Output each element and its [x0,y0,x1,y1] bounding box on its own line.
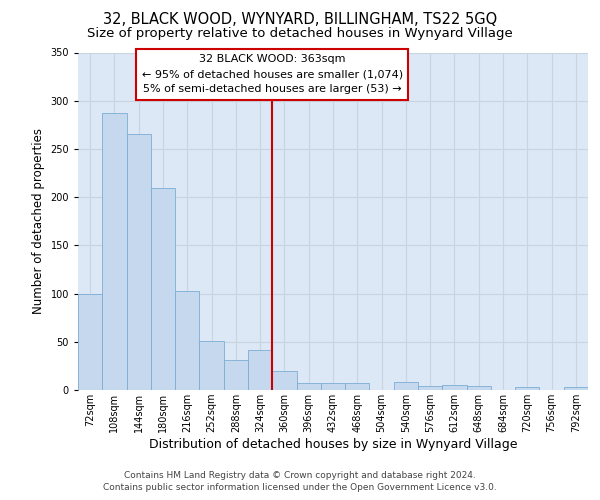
Text: Size of property relative to detached houses in Wynyard Village: Size of property relative to detached ho… [87,28,513,40]
Bar [127,134,151,390]
Text: Contains HM Land Registry data © Crown copyright and database right 2024.
Contai: Contains HM Land Registry data © Crown c… [103,471,497,492]
Bar [394,382,418,390]
Bar [321,383,345,390]
X-axis label: Distribution of detached houses by size in Wynyard Village: Distribution of detached houses by size … [149,438,517,451]
Bar [564,387,588,390]
Bar [175,290,199,390]
Bar [151,188,175,390]
Bar [78,294,102,390]
Y-axis label: Number of detached properties: Number of detached properties [32,128,45,314]
Bar [442,385,467,390]
Text: 32 BLACK WOOD: 363sqm
← 95% of detached houses are smaller (1,074)
5% of semi-de: 32 BLACK WOOD: 363sqm ← 95% of detached … [142,54,403,94]
Bar [272,370,296,390]
Bar [248,350,272,390]
Bar [102,114,127,390]
Bar [418,386,442,390]
Bar [345,383,370,390]
Bar [296,383,321,390]
Text: 32, BLACK WOOD, WYNYARD, BILLINGHAM, TS22 5GQ: 32, BLACK WOOD, WYNYARD, BILLINGHAM, TS2… [103,12,497,28]
Bar [467,386,491,390]
Bar [224,360,248,390]
Bar [515,387,539,390]
Bar [199,341,224,390]
